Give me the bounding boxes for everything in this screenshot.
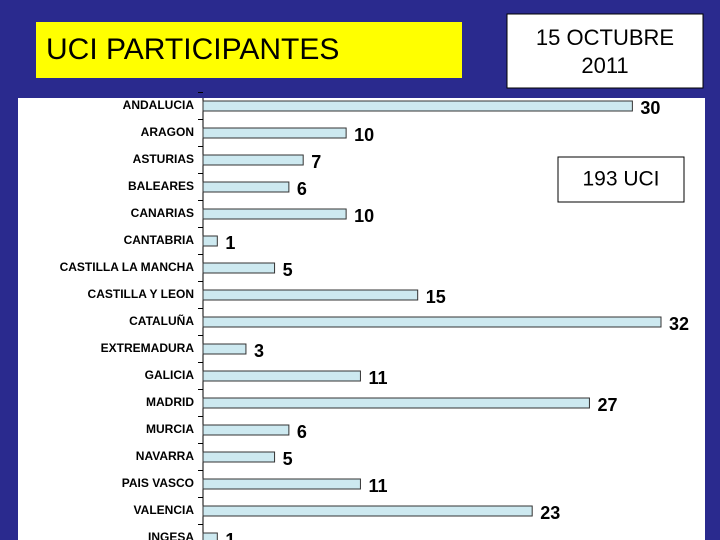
value-label: 11 <box>368 368 387 388</box>
value-label: 5 <box>283 260 293 280</box>
bar <box>202 343 247 355</box>
bar <box>202 154 304 166</box>
value-label: 6 <box>297 422 307 442</box>
value-label: 27 <box>597 395 617 415</box>
value-label: 7 <box>311 152 321 172</box>
value-label: 1 <box>225 233 235 253</box>
category-label: NAVARRA <box>136 449 195 463</box>
category-label: INGESA <box>148 530 194 540</box>
value-label: 15 <box>426 287 446 307</box>
value-label: 3 <box>254 341 264 361</box>
value-label: 1 <box>225 530 235 540</box>
category-label: VALENCIA <box>134 503 195 517</box>
bar <box>202 397 590 409</box>
bar <box>202 127 347 139</box>
bar <box>202 289 419 301</box>
category-label: CATALUÑA <box>129 313 194 328</box>
category-label: ARAGON <box>141 125 194 139</box>
bar <box>202 505 533 517</box>
total: 193 UCI <box>582 168 659 191</box>
value-label: 10 <box>354 206 374 226</box>
category-label: GALICIA <box>145 368 195 382</box>
bar <box>202 478 361 490</box>
category-label: CASTILLA LA MANCHA <box>60 260 195 274</box>
value-label: 32 <box>669 314 689 334</box>
bar <box>202 316 662 328</box>
value-label: 5 <box>283 449 293 469</box>
date-box <box>506 13 704 89</box>
value-label: 10 <box>354 125 374 145</box>
bar <box>202 424 290 436</box>
bar <box>202 100 633 112</box>
bar <box>202 262 276 274</box>
bar <box>202 370 361 382</box>
bar <box>202 235 218 247</box>
category-label: ASTURIAS <box>133 152 194 166</box>
value-label: 30 <box>640 98 660 118</box>
value-label: 23 <box>540 503 560 523</box>
bar <box>202 208 347 220</box>
bar <box>202 451 276 463</box>
category-label: BALEARES <box>128 179 194 193</box>
title: UCI PARTICIPANTES <box>46 33 339 66</box>
bar <box>202 532 218 540</box>
category-label: CASTILLA Y LEON <box>88 287 194 301</box>
category-label: EXTREMADURA <box>101 341 195 355</box>
category-label: PAIS VASCO <box>122 476 194 490</box>
category-label: MADRID <box>146 395 194 409</box>
title-box <box>36 22 462 78</box>
date-line: 2011 <box>581 53 628 78</box>
category-label: ANDALUCIA <box>123 98 195 112</box>
value-label: 11 <box>368 476 387 496</box>
category-label: MURCIA <box>146 422 194 436</box>
bar <box>202 181 290 193</box>
date-line: 15 OCTUBRE <box>536 25 674 50</box>
category-label: CANTABRIA <box>124 233 195 247</box>
value-label: 6 <box>297 179 307 199</box>
total-box <box>557 156 685 203</box>
category-label: CANARIAS <box>131 206 194 220</box>
